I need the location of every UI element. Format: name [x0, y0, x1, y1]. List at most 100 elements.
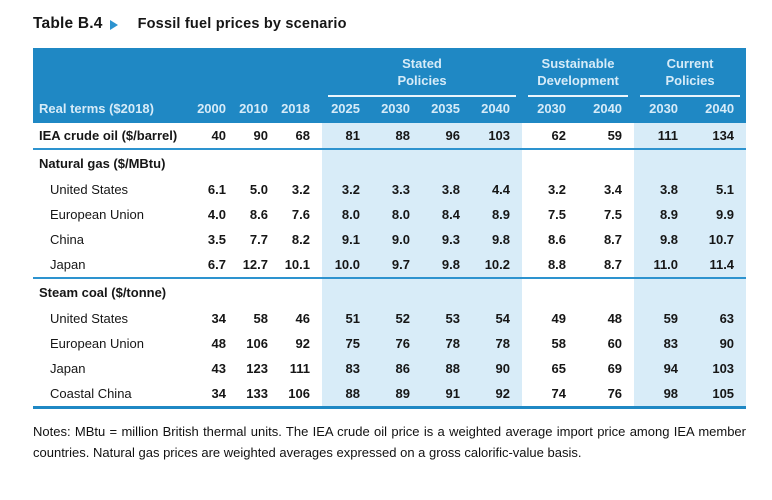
section-header-row: Natural gas ($/MBtu): [33, 147, 747, 177]
report-page: Table B.4 Fossil fuel prices by scenario…: [33, 15, 747, 460]
value-cell: 3.5: [207, 231, 226, 247]
value-cell: 8.6: [547, 231, 567, 247]
value-cell: 48: [211, 335, 226, 351]
value-cell: 58: [253, 310, 268, 326]
row-label: United States: [50, 181, 129, 197]
section-header-cell: [322, 276, 372, 306]
value-cell: 3.8: [422, 176, 472, 202]
value-cell: 83: [634, 330, 691, 356]
group-header-label: Stated Policies: [397, 56, 447, 88]
value-cell: 74: [551, 385, 567, 401]
value-cell: 90: [253, 127, 268, 143]
value-cell: 8.7: [603, 256, 623, 272]
value-cell: 9.9: [690, 201, 747, 227]
row-label: European Union: [50, 206, 144, 222]
value-cell: 3.2: [291, 181, 310, 197]
value-cell: 3.2: [547, 181, 567, 197]
value-cell: 89: [372, 380, 422, 408]
group-header-label: Current Policies: [665, 56, 715, 88]
group-header-current-policies: Current Policies: [634, 48, 747, 98]
value-cell: 123: [246, 360, 268, 376]
value-cell: 9.8: [472, 226, 523, 252]
value-cell: 3.8: [634, 176, 691, 202]
row-label: IEA crude oil ($/barrel): [39, 127, 178, 143]
row-label: European Union: [50, 335, 144, 351]
table-notes: Notes: MBtu = million British thermal un…: [33, 423, 746, 460]
row-label: United States: [50, 310, 129, 326]
value-cell: 8.0: [322, 201, 372, 227]
value-cell: 88: [422, 355, 472, 381]
group-header-stated-policies: Stated Policies: [322, 48, 523, 98]
group-underline: [328, 94, 517, 97]
value-cell: 8.6: [249, 206, 268, 222]
value-cell: 52: [372, 305, 422, 331]
section-header-cell: [422, 147, 472, 177]
value-cell: 103: [690, 355, 747, 381]
year-column-header: 2010: [238, 97, 280, 123]
value-cell: 75: [322, 330, 372, 356]
section-header-cell: [196, 147, 238, 177]
section-header-cell: [196, 276, 238, 306]
value-cell: 7.6: [291, 206, 310, 222]
value-cell: 40: [211, 127, 226, 143]
value-cell: 8.7: [603, 231, 623, 247]
value-cell: 6.7: [207, 256, 226, 272]
row-label: China: [50, 231, 84, 247]
section-header-cell: [372, 147, 422, 177]
value-cell: 43: [211, 360, 226, 376]
table-row: China 3.5 7.7 8.2 9.1 9.0 9.3 9.8 8.6 8.7 9.8 10.7: [33, 226, 747, 252]
value-cell: 10.0: [322, 251, 372, 278]
value-cell: 98: [634, 380, 691, 408]
value-cell: 90: [690, 330, 747, 356]
value-cell: 11.0: [634, 251, 691, 278]
value-cell: 4.4: [472, 176, 523, 202]
table-row: Coastal China 34 133 106 88 89 91 92 74 76 98 105: [33, 380, 747, 408]
value-cell: 7.5: [603, 206, 623, 222]
table-row: European Union 48 106 92 75 76 78 78 58 60 83 90: [33, 330, 747, 356]
section-header-cell: [238, 147, 280, 177]
value-cell: 46: [295, 310, 310, 326]
value-cell: 3.2: [322, 176, 372, 202]
value-cell: 58: [551, 335, 567, 351]
section-header-cell: [238, 276, 280, 306]
row-label: Japan: [50, 256, 86, 272]
year-column-header: 2000: [196, 97, 238, 123]
value-cell: 92: [295, 335, 310, 351]
value-cell: 62: [551, 127, 567, 143]
section-header-label: Natural gas ($/MBtu): [33, 147, 196, 177]
table-title: Table B.4 Fossil fuel prices by scenario: [33, 15, 746, 33]
value-cell: 78: [422, 330, 472, 356]
value-cell: 65: [551, 360, 567, 376]
table-row: United States 34 58 46 51 52 53 54 49 48 59 63: [33, 305, 747, 331]
value-cell: 76: [607, 385, 623, 401]
value-cell: 7.5: [547, 206, 567, 222]
section-header-label: Steam coal ($/tonne): [33, 276, 196, 306]
value-cell: 9.8: [634, 226, 691, 252]
value-cell: 86: [372, 355, 422, 381]
table-row: IEA crude oil ($/barrel) 40 90 68 81 88 96 103 6…: [33, 122, 747, 149]
value-cell: 8.9: [634, 201, 691, 227]
value-cell: 111: [634, 122, 691, 149]
table-row: United States 6.1 5.0 3.2 3.2 3.3 3.8 4.4 3.2 3.4…: [33, 176, 747, 202]
section-header-cell: [522, 147, 579, 177]
value-cell: 9.0: [372, 226, 422, 252]
value-cell: 59: [634, 305, 691, 331]
section-header-cell: [578, 147, 635, 177]
section-header-cell: [522, 276, 579, 306]
group-header-label: Sustainable Development: [537, 56, 619, 88]
value-cell: 106: [288, 385, 310, 401]
section-header-cell: [690, 147, 747, 177]
year-column-header: 2025: [322, 97, 372, 123]
value-cell: 133: [246, 385, 268, 401]
value-cell: 69: [607, 360, 623, 376]
section-header-cell: [280, 147, 322, 177]
value-cell: 5.1: [690, 176, 747, 202]
value-cell: 34: [211, 385, 226, 401]
value-cell: 48: [607, 310, 623, 326]
value-cell: 60: [607, 335, 623, 351]
value-cell: 59: [607, 127, 623, 143]
row-label: Japan: [50, 360, 86, 376]
value-cell: 111: [289, 360, 310, 376]
value-cell: 83: [322, 355, 372, 381]
section-header-cell: [472, 147, 523, 177]
